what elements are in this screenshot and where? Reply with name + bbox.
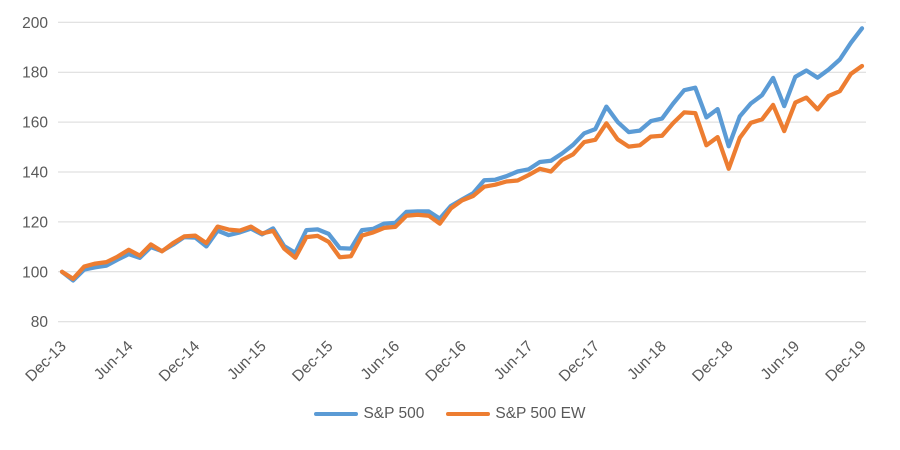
y-axis-tick-label: 160 [22, 115, 48, 132]
legend-label-sp500-ew: S&P 500 EW [495, 405, 586, 422]
legend: S&P 500 S&P 500 EW [0, 406, 900, 422]
y-axis-tick-label: 80 [31, 314, 49, 331]
x-axis-tick-label: Dec-18 [689, 338, 736, 385]
y-axis-tick-label: 100 [22, 264, 48, 281]
x-axis-tick-label: Dec-17 [556, 338, 603, 385]
x-axis-tick-label: Jun-19 [758, 338, 804, 384]
x-axis-tick-label: Dec-16 [422, 338, 469, 385]
series-line-s-p-500 [59, 26, 865, 283]
x-axis-tick-label: Jun-17 [491, 338, 537, 384]
y-axis-tick-label: 140 [22, 165, 48, 182]
legend-item-sp500-ew: S&P 500 EW [446, 405, 586, 422]
y-axis-tick-label: 120 [22, 214, 48, 231]
x-axis-tick-label: Jun-15 [224, 338, 270, 384]
x-axis-tick-label: Dec-15 [289, 338, 336, 385]
x-axis-tick-label: Dec-13 [22, 338, 69, 385]
x-axis-tick-label: Jun-18 [624, 338, 670, 384]
y-axis-tick-label: 200 [22, 15, 48, 32]
x-axis-tick-label: Dec-14 [156, 338, 204, 386]
legend-label-sp500: S&P 500 [363, 405, 425, 422]
series-line-s-p-500-ew [59, 63, 865, 281]
y-axis-tick-label: 180 [22, 65, 48, 82]
x-axis-tick-label: Jun-14 [91, 338, 137, 384]
legend-item-sp500: S&P 500 [314, 406, 424, 422]
legend-swatch-sp500-ew-icon [446, 411, 491, 416]
x-axis-tick-label: Dec-19 [822, 338, 869, 385]
x-axis-tick-label: Jun-16 [358, 338, 404, 384]
legend-swatch-sp500-icon [314, 411, 359, 416]
